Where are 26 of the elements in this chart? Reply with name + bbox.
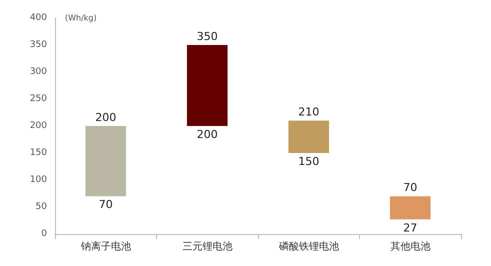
x-tick-label: 钠离子电池 (80, 240, 131, 252)
x-tick-label: 三元锂电池 (182, 240, 232, 252)
y-tick-label: 300 (30, 67, 48, 77)
bar (390, 196, 431, 220)
y-tick-label: 250 (30, 94, 48, 104)
annotation: 350 (196, 30, 218, 43)
y-tick-label: 50 (36, 202, 48, 212)
y-tick-label: 350 (30, 40, 48, 50)
y-tick-label: 0 (41, 229, 48, 239)
y-tick-label: 200 (30, 121, 48, 131)
annotation: 200 (95, 111, 116, 124)
annotation: 150 (298, 155, 320, 168)
y-tick-label: 400 (30, 13, 48, 23)
bar (186, 45, 228, 126)
annotation: 200 (196, 128, 218, 141)
bar (85, 126, 126, 196)
annotation: 70 (98, 198, 113, 212)
x-tick-label: 磷酸铁锂电池 (278, 240, 339, 252)
annotation: 70 (403, 181, 418, 194)
y-tick-label: 150 (30, 148, 48, 158)
y-tick-label: 100 (30, 175, 48, 185)
y-axis-title: (Wh/kg) (65, 14, 97, 22)
x-tick-label: 其他电池 (390, 240, 430, 252)
annotation: 210 (298, 106, 320, 119)
annotation: 27 (403, 221, 418, 234)
bar (288, 120, 330, 153)
